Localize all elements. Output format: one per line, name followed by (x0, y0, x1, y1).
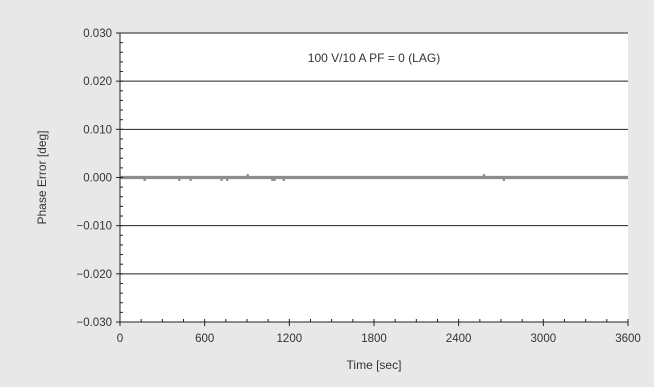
chart-annotation: 100 V/10 A PF = 0 (LAG) (308, 51, 440, 65)
x-tick-label: 3600 (615, 333, 641, 345)
x-tick-label: 1200 (277, 333, 303, 345)
y-axis-label: Phase Error [deg] (35, 130, 49, 224)
y-tick-label: 0.010 (83, 124, 112, 136)
series-layer (120, 174, 628, 181)
x-axis-label: Time [sec] (347, 358, 402, 372)
y-tick-label: −0.020 (77, 269, 113, 281)
y-tick-label: −0.010 (77, 221, 113, 233)
tick-labels: 0.030 0.020 0.010 0.000 −0.010 −0.020 −0.030 0 6… (77, 28, 641, 345)
y-tick-label: 0.020 (83, 76, 112, 88)
y-tick-label: 0.000 (83, 173, 112, 185)
x-tick-label: 600 (195, 333, 214, 345)
y-tick-label: −0.030 (77, 317, 113, 329)
grid-lines (120, 32, 628, 275)
x-tick-label: 1800 (361, 333, 387, 345)
x-tick-label: 3000 (531, 333, 557, 345)
axes (116, 32, 629, 326)
x-tick-label: 2400 (446, 333, 472, 345)
y-tick-label: 0.030 (83, 28, 112, 40)
x-tick-label: 0 (117, 333, 123, 345)
